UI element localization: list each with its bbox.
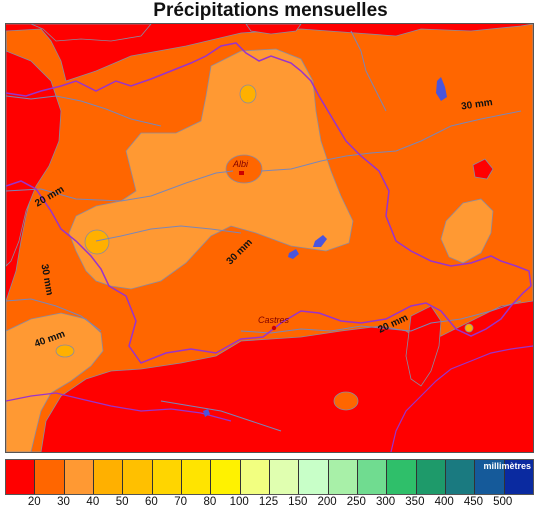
city-marker: [239, 171, 244, 175]
lake-central-2: [288, 249, 299, 259]
legend-tick-label: 20: [27, 496, 41, 508]
lake-central: [313, 235, 327, 247]
city-label-castres: Castres: [258, 315, 290, 325]
legend-tick-label: 500: [493, 496, 513, 508]
lake-south: [203, 409, 210, 417]
legend-tick-label: 300: [376, 496, 396, 508]
legend-swatch: [211, 460, 241, 494]
zone-40mm-east: [440, 198, 494, 264]
city-castres[interactable]: Castres: [258, 315, 290, 331]
zone-20mm-east-spot: [472, 158, 494, 180]
legend-swatch: [445, 460, 476, 494]
department-border: [6, 42, 532, 364]
contour-label-30mm-west: 30 mm: [38, 263, 54, 296]
legend-tick-label: 250: [346, 496, 366, 508]
zone-40mm-southwest: [6, 312, 104, 452]
legend-swatch: [64, 460, 94, 494]
zone-30mm-patch-south: [333, 391, 359, 411]
legend-tick-label: 70: [174, 496, 188, 508]
legend-tick-label: 350: [405, 496, 425, 508]
legend-tick-label: 125: [258, 496, 279, 508]
zone-20mm-left: [6, 50, 62, 267]
legend-tick-label: 50: [115, 496, 129, 508]
legend-swatch: [475, 460, 505, 494]
legend-swatch: [328, 460, 358, 494]
legend-tick-label: 150: [288, 496, 308, 508]
contour-label-30mm-northeast: 30 mm: [460, 97, 493, 112]
rivers: [6, 30, 522, 432]
precipitation-map[interactable]: 30 mm 20 mm 30 mm 30 mm 40 mm 20 mm Albi…: [5, 23, 534, 453]
legend-swatch: [387, 460, 417, 494]
city-marker: [271, 325, 277, 331]
legend-tick-label: 100: [229, 496, 249, 508]
zone-30mm-albi: [225, 154, 263, 184]
legend-tick-label: 40: [86, 496, 100, 508]
zone-20mm-topleft: [6, 24, 152, 42]
legend-swatch: [357, 460, 388, 494]
legend-swatch: [123, 460, 153, 494]
legend-tick-label: 80: [203, 496, 217, 508]
map-canvas: 30 mm 20 mm 30 mm 30 mm 40 mm 20 mm Albi…: [6, 24, 533, 452]
legend-tick-label: 60: [144, 496, 158, 508]
legend-swatch: [240, 460, 270, 494]
legend-colorbar: [5, 459, 534, 495]
legend-unit: millimètres: [483, 461, 531, 471]
legend-swatch: [504, 460, 533, 494]
legend-tick-label: 30: [57, 496, 70, 508]
city-albi[interactable]: Albi: [232, 159, 249, 175]
legend-tick-label: 450: [463, 496, 484, 508]
legend-swatch: [181, 460, 212, 494]
zone-50mm-patch-southwest: [55, 344, 75, 358]
region-border: [390, 345, 533, 452]
map-title: Précipitations mensuelles: [153, 0, 388, 21]
legend-swatch: [269, 460, 300, 494]
zone-50mm-patch-east: [464, 323, 474, 333]
legend-tick-labels: 20 30 40 50 60 70 80 100 125 150 200 250 300 350 400 45…: [5, 496, 532, 512]
zone-50mm-patch-west: [84, 229, 110, 255]
zone-20mm-topright: [245, 24, 302, 35]
legend-tick-label: 200: [317, 496, 337, 508]
zone-50mm-patch-north: [239, 84, 257, 104]
legend-swatch: [35, 460, 65, 494]
legend-swatch: [6, 460, 36, 494]
lake-northeast: [436, 77, 447, 101]
region-border-west: [6, 392, 232, 422]
city-label-albi: Albi: [232, 159, 249, 169]
legend-swatch: [152, 460, 182, 494]
legend-tick-label: 400: [434, 496, 454, 508]
legend-swatch: [416, 460, 446, 494]
zone-20mm-southeast: [405, 305, 442, 387]
legend-swatch: [299, 460, 329, 494]
zone-40mm-central: [68, 48, 354, 290]
legend-swatch: [93, 460, 124, 494]
